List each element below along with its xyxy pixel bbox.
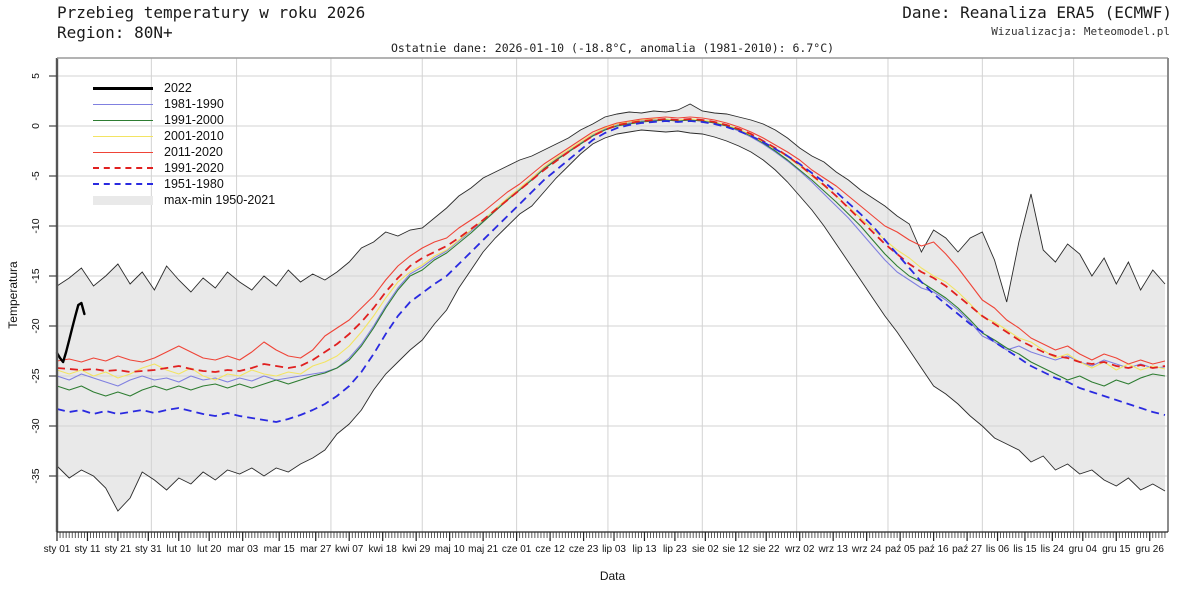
x-tick-label: kwi 18 [369,544,398,555]
legend-line-swatch [93,151,153,153]
x-tick-label: gru 04 [1069,544,1098,555]
x-tick-label: sie 22 [753,544,780,555]
x-tick-label: wrz 24 [851,544,882,555]
legend-line-swatch [93,103,153,105]
x-tick-label: sie 12 [722,544,749,555]
legend-label: 1981-1990 [164,97,224,111]
series-line-1951-1980 [56,120,1166,423]
legend-item-2001-2010: 2001-2010 [93,128,275,144]
x-tick-label: paź 16 [919,544,949,555]
x-tick-label: lis 24 [1041,544,1065,555]
legend-item-1981-1990: 1981-1990 [93,96,275,112]
legend-item-1951-1980: 1951-1980 [93,176,275,192]
visualization-credit: Wizualizacja: Meteomodel.pl [991,25,1170,38]
x-tick-label: paź 27 [952,544,982,555]
x-tick-label: cze 12 [535,544,565,555]
x-axis-title: Data [599,569,626,583]
legend-item-1991-2000: 1991-2000 [93,112,275,128]
x-tick-label: lip 23 [663,544,687,555]
y-tick-label: -10 [30,218,42,233]
series-line-2011-2020 [56,116,1166,365]
x-tick-label: paź 05 [885,544,915,555]
x-tick-label: sie 02 [692,544,719,555]
y-tick-label: -35 [30,468,42,483]
x-tick-label: mar 03 [227,544,259,555]
x-tick-label: lut 20 [197,544,222,555]
legend-line-swatch [93,119,153,121]
x-tick-label: mar 27 [300,544,332,555]
legend-line-swatch [93,135,153,137]
band-max-line [56,103,1166,303]
legend-label: 2011-2020 [164,145,223,159]
x-tick-label: sty 21 [105,544,132,555]
x-tick-label: cze 01 [502,544,532,555]
legend-item-max-min-1950-2021: max-min 1950-2021 [93,192,275,208]
region-label: Region: 80N+ [57,23,173,42]
x-tick-label: kwi 07 [335,544,364,555]
y-tick-label: 5 [30,73,42,79]
x-tick-label: gru 26 [1136,544,1165,555]
y-tick-label: -20 [30,318,42,333]
series-line-2022 [55,301,86,364]
x-tick-label: lis 15 [1013,544,1037,555]
x-tick-label: maj 10 [435,544,465,555]
x-tick-label: lip 03 [602,544,626,555]
x-tick-label: maj 21 [468,544,498,555]
series-line-2001-2010 [56,118,1166,381]
series-line-1991-2020 [56,118,1166,373]
y-tick-label: -15 [30,268,42,283]
legend-item-2022: 2022 [93,80,275,96]
x-tick-label: sty 01 [44,544,71,555]
x-tick-label: kwi 29 [402,544,431,555]
x-tick-label: wrz 13 [817,544,848,555]
legend-line-swatch [93,167,153,169]
y-tick-label: -30 [30,418,42,433]
legend-item-1991-2020: 1991-2020 [93,160,275,176]
legend-label: 2001-2010 [164,129,224,143]
x-tick-label: wrz 02 [784,544,815,555]
legend-band-swatch [93,195,153,205]
y-tick-label: 0 [30,123,42,129]
x-tick-label: lip 13 [633,544,657,555]
legend-line-swatch [93,86,153,90]
legend-item-2011-2020: 2011-2020 [93,144,275,160]
legend-label: 1991-2000 [164,113,224,127]
latest-data-subtitle: Ostatnie dane: 2026-01-10 (-18.8°C, anom… [390,41,835,55]
band-max-min-fill [57,104,1165,511]
legend-line-swatch [93,183,153,185]
data-source-label: Dane: Reanaliza ERA5 (ECMWF) [902,3,1172,22]
y-tick-label: -25 [30,368,42,383]
x-tick-label: lis 06 [986,544,1010,555]
x-tick-label: cze 23 [569,544,599,555]
x-tick-label: gru 15 [1102,544,1131,555]
band-min-line [56,129,1166,512]
legend-label: 1951-1980 [164,177,224,191]
chart-legend: 2022 1981-1990 1991-2000 2001-2010 2011-2020… [93,80,275,208]
x-tick-label: mar 15 [264,544,296,555]
legend-label: 2022 [164,81,192,95]
y-tick-label: -5 [30,171,42,180]
x-tick-label: lut 10 [167,544,192,555]
page-title: Przebieg temperatury w roku 2026 [57,3,366,22]
legend-label: max-min 1950-2021 [164,193,276,207]
y-axis-title: Temperatura [6,261,20,329]
legend-label: 1991-2020 [164,161,224,175]
x-tick-label: sty 31 [135,544,162,555]
x-tick-label: sty 11 [74,544,100,555]
